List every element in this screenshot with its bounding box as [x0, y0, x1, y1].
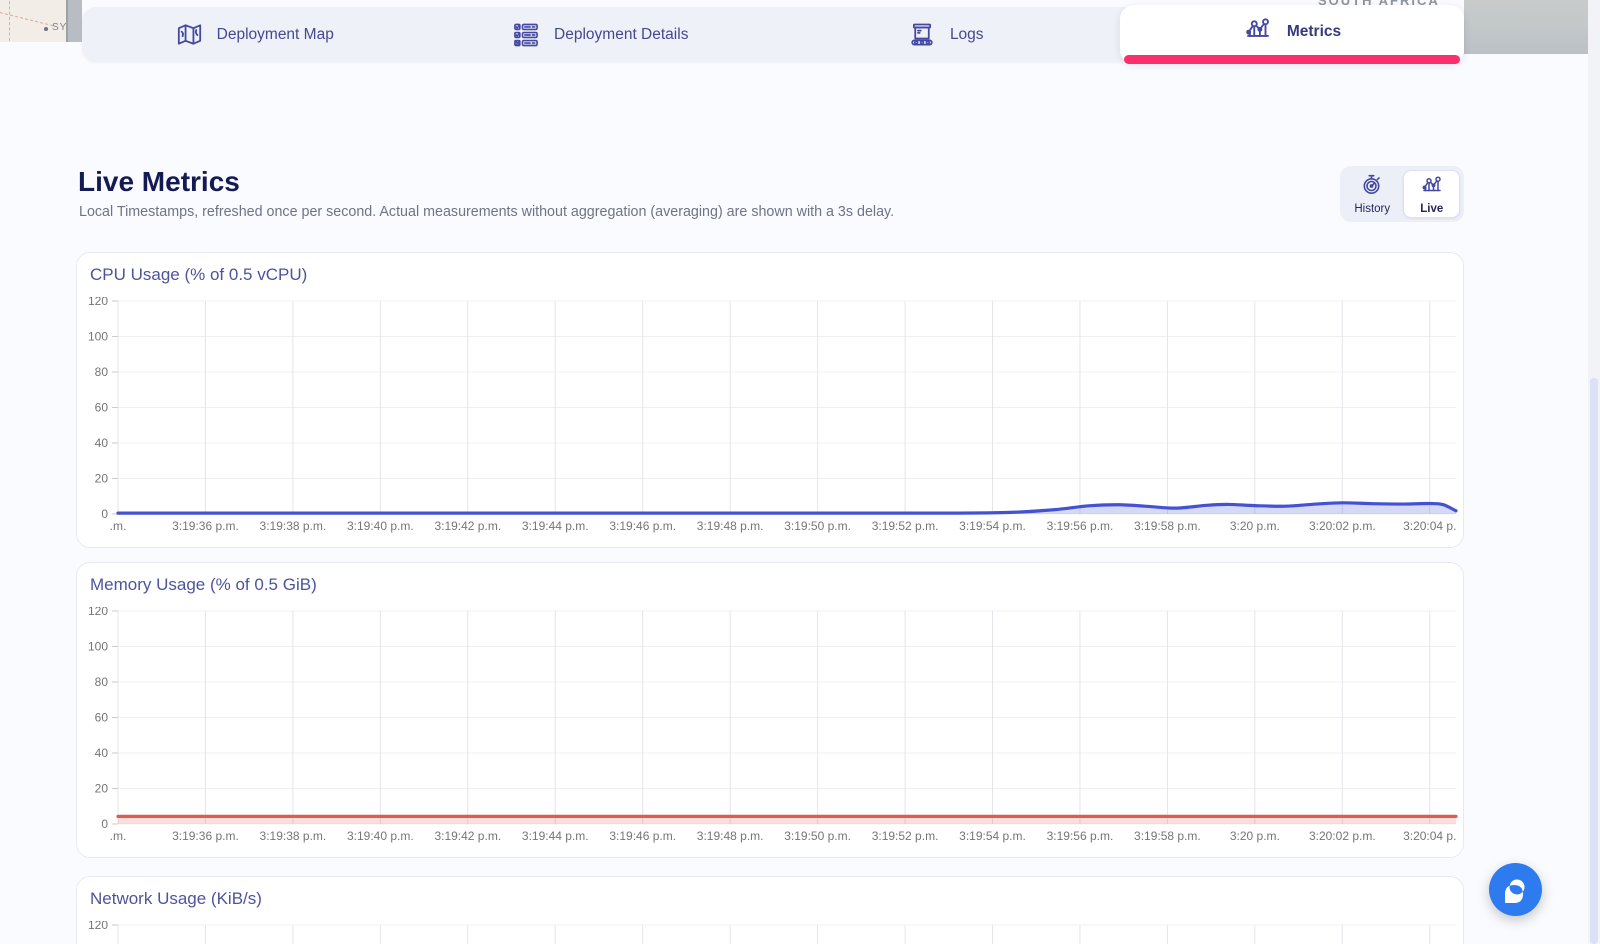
- svg-text:3:19:46 p.m.: 3:19:46 p.m.: [609, 829, 676, 843]
- svg-text:3:19:48 p.m.: 3:19:48 p.m.: [697, 829, 764, 843]
- map-ocean: [66, 0, 82, 42]
- cpu-usage-card: CPU Usage (% of 0.5 vCPU) 0 20 40 60 80 100 12…: [76, 252, 1464, 548]
- cpu-usage-chart[interactable]: 0 20 40 60 80 100 120 .m. 3:19:36 p.m. 3:19:38 p.…: [78, 297, 1462, 547]
- map-city-label: SY: [52, 22, 68, 33]
- page-subtitle: Local Timestamps, refreshed once per sec…: [79, 204, 895, 220]
- svg-text:3:19:54 p.m.: 3:19:54 p.m.: [959, 829, 1026, 843]
- svg-text:3:19:56 p.m.: 3:19:56 p.m.: [1047, 829, 1114, 843]
- svg-text:120: 120: [88, 921, 108, 932]
- background-map-fragment: SY: [0, 0, 82, 42]
- svg-text:3:19:42 p.m.: 3:19:42 p.m.: [434, 829, 501, 843]
- svg-text:3:19:36 p.m.: 3:19:36 p.m.: [172, 829, 239, 843]
- scrollbar-thumb[interactable]: [1590, 378, 1598, 944]
- tab-logs[interactable]: Logs: [773, 7, 1119, 62]
- svg-text:0: 0: [101, 817, 108, 831]
- tab-deployment-details[interactable]: Deployment Details: [428, 7, 774, 62]
- svg-text:3:20:02 p.m.: 3:20:02 p.m.: [1309, 519, 1376, 533]
- active-tab-indicator: [1124, 55, 1460, 64]
- tab-label: Logs: [949, 25, 984, 43]
- chat-logo-icon: [1504, 879, 1524, 903]
- history-button[interactable]: History: [1344, 170, 1400, 218]
- svg-text:3:19:50 p.m.: 3:19:50 p.m.: [784, 519, 851, 533]
- svg-text:80: 80: [95, 365, 109, 379]
- svg-text:3:20 p.m.: 3:20 p.m.: [1230, 829, 1280, 843]
- svg-text:3:19:42 p.m.: 3:19:42 p.m.: [434, 519, 501, 533]
- map-border-line: [0, 10, 54, 27]
- svg-text:3:20:04 p.: 3:20:04 p.: [1403, 519, 1456, 533]
- svg-text:0: 0: [101, 507, 108, 521]
- svg-text:100: 100: [88, 330, 108, 344]
- chart-title: Network Usage (KiB/s): [90, 889, 262, 908]
- svg-text:20: 20: [95, 472, 109, 486]
- map-city-marker: [44, 27, 48, 31]
- map-border-line: [9, 0, 10, 42]
- svg-text:3:19:58 p.m.: 3:19:58 p.m.: [1134, 829, 1201, 843]
- svg-text:120: 120: [88, 297, 108, 308]
- tab-label: Metrics: [1286, 22, 1342, 40]
- deployment-tabbar: Deployment Map Deployment Details: [82, 5, 1464, 64]
- history-live-toggle: History Live: [1340, 166, 1464, 222]
- svg-text:3:19:44 p.m.: 3:19:44 p.m.: [522, 829, 589, 843]
- svg-text:40: 40: [95, 436, 109, 450]
- svg-text:3:20:04 p.: 3:20:04 p.: [1403, 829, 1456, 843]
- svg-text:3:19:46 p.m.: 3:19:46 p.m.: [609, 519, 676, 533]
- svg-text:3:19:38 p.m.: 3:19:38 p.m.: [260, 829, 327, 843]
- svg-text:3:19:40 p.m.: 3:19:40 p.m.: [347, 519, 414, 533]
- tab-label: Deployment Details: [554, 25, 689, 43]
- checklist-icon: [512, 21, 540, 49]
- svg-text:3:19:50 p.m.: 3:19:50 p.m.: [784, 829, 851, 843]
- live-button[interactable]: Live: [1403, 170, 1460, 218]
- svg-text:3:19:54 p.m.: 3:19:54 p.m.: [959, 519, 1026, 533]
- svg-text:20: 20: [95, 782, 109, 796]
- svg-text:3:19:52 p.m.: 3:19:52 p.m.: [872, 519, 939, 533]
- memory-usage-card: Memory Usage (% of 0.5 GiB) 0 20 40 60 80 100…: [76, 562, 1464, 858]
- tab-deployment-map[interactable]: Deployment Map: [82, 7, 428, 62]
- chart-title: Memory Usage (% of 0.5 GiB): [90, 575, 317, 594]
- svg-text:60: 60: [95, 401, 109, 415]
- tab-label: Deployment Map: [216, 25, 334, 43]
- box-conveyor-icon: [908, 21, 936, 49]
- svg-text:3:19:48 p.m.: 3:19:48 p.m.: [697, 519, 764, 533]
- svg-text:3:19:56 p.m.: 3:19:56 p.m.: [1047, 519, 1114, 533]
- svg-text:3:20:02 p.m.: 3:20:02 p.m.: [1309, 829, 1376, 843]
- svg-text:3:19:38 p.m.: 3:19:38 p.m.: [260, 519, 327, 533]
- map-country-label: SOUTH AFRICA: [1318, 0, 1440, 8]
- svg-text:3:19:40 p.m.: 3:19:40 p.m.: [347, 829, 414, 843]
- chat-widget-button[interactable]: [1489, 863, 1542, 916]
- svg-text:60: 60: [95, 711, 109, 725]
- line-chart-icon: [1420, 173, 1444, 202]
- memory-usage-chart[interactable]: 0 20 40 60 80 100 120 .m. 3:19:36 p.m. 3:19:38 p.…: [78, 607, 1462, 857]
- scrollbar-track[interactable]: [1588, 0, 1600, 944]
- network-usage-card: Network Usage (KiB/s) 020406080100120.m.…: [76, 876, 1464, 944]
- stopwatch-icon: [1360, 173, 1384, 202]
- background-map-fragment: [1464, 0, 1600, 54]
- svg-text:.m.: .m.: [110, 519, 127, 533]
- history-label: History: [1354, 203, 1391, 215]
- line-chart-icon: [1243, 14, 1273, 55]
- svg-text:3:19:58 p.m.: 3:19:58 p.m.: [1134, 519, 1201, 533]
- svg-text:.m.: .m.: [110, 829, 127, 843]
- svg-text:3:20 p.m.: 3:20 p.m.: [1230, 519, 1280, 533]
- svg-text:3:19:44 p.m.: 3:19:44 p.m.: [522, 519, 589, 533]
- svg-text:40: 40: [95, 746, 109, 760]
- svg-text:100: 100: [88, 640, 108, 654]
- page-title: Live Metrics: [78, 166, 240, 197]
- live-label: Live: [1420, 203, 1444, 215]
- svg-text:3:19:52 p.m.: 3:19:52 p.m.: [872, 829, 939, 843]
- svg-text:120: 120: [88, 607, 108, 618]
- map-icon: [176, 21, 203, 48]
- svg-text:80: 80: [95, 675, 109, 689]
- svg-text:3:19:36 p.m.: 3:19:36 p.m.: [172, 519, 239, 533]
- tab-metrics[interactable]: Metrics: [1120, 5, 1464, 64]
- chart-title: CPU Usage (% of 0.5 vCPU): [90, 265, 308, 284]
